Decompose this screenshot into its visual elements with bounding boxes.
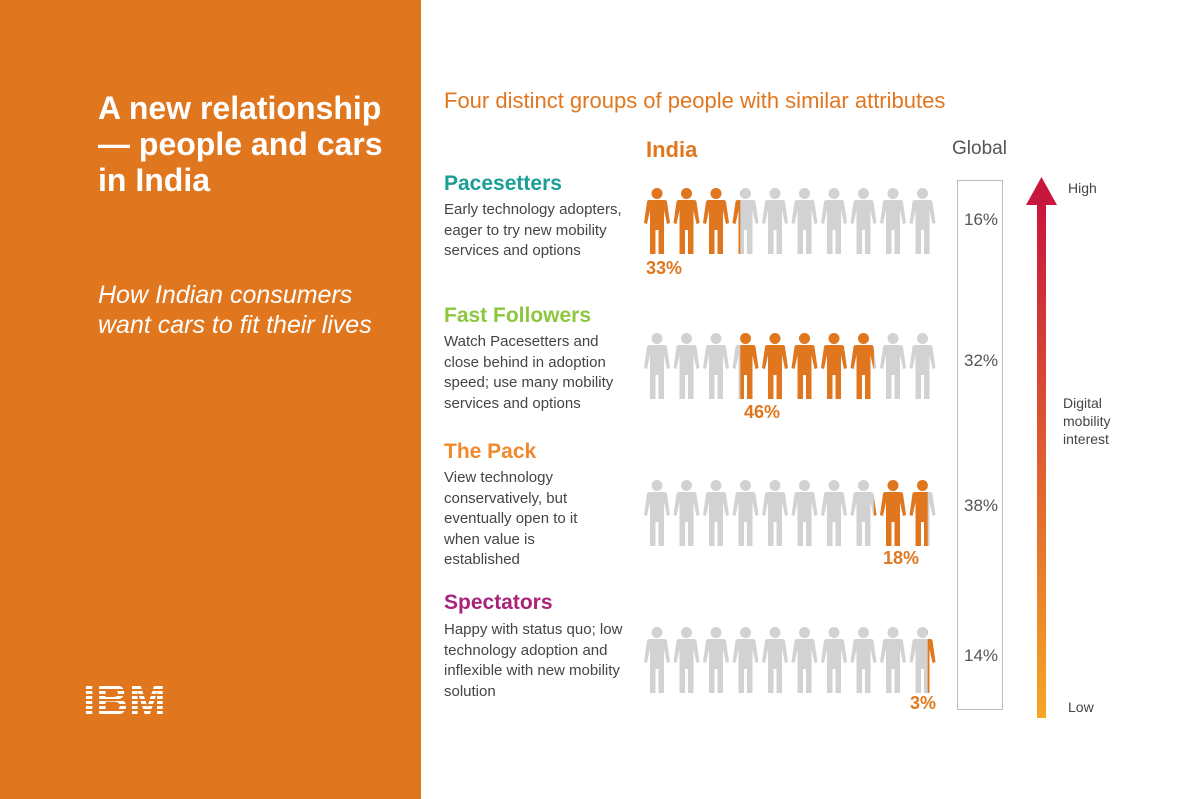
person-icon-2-6	[791, 333, 818, 399]
arrow-head	[1026, 177, 1057, 205]
segment-name-fast-followers: Fast Followers	[444, 304, 592, 327]
axis-low-label: Low	[1068, 699, 1094, 715]
global-column-box	[957, 180, 1003, 710]
global-pct-the-pack: 38%	[964, 496, 999, 515]
india-pct-spectators: 3%	[910, 693, 937, 713]
segment-desc-the-pack: View technology conservatively, but even…	[444, 469, 578, 568]
segment-desc-fast-followers: Watch Pacesetters and close behind in ad…	[444, 333, 614, 412]
person-icon-1-5	[762, 188, 788, 254]
segment-name-spectators: Spectators	[444, 591, 553, 614]
person-icon-3-9	[880, 480, 906, 546]
person-icon-1-7	[821, 188, 847, 254]
person-icon-1-3	[703, 188, 729, 254]
person-icon-1-10	[909, 188, 936, 254]
person-icon-4-8	[850, 627, 877, 693]
india-pct-pacesetters: 33%	[646, 258, 683, 278]
global-pct-pacesetters: 16%	[964, 210, 999, 229]
india-pct-fast-followers: 46%	[744, 402, 781, 422]
person-icon-3-1	[644, 480, 670, 546]
person-icon-3-8	[850, 480, 877, 546]
global-pct-spectators: 14%	[964, 646, 999, 665]
person-icon-2-5	[762, 333, 788, 399]
person-icon-4-7	[821, 627, 847, 693]
segment-name-pacesetters: Pacesetters	[444, 172, 562, 195]
page-title: A new relationship — people and cars in …	[98, 90, 383, 198]
person-icon-1-8	[850, 188, 877, 254]
segment-name-the-pack: The Pack	[444, 440, 537, 463]
interest-arrow	[1026, 177, 1057, 718]
person-icon-3-5	[762, 480, 788, 546]
person-icon-4-6	[791, 627, 818, 693]
person-icon-4-9	[880, 627, 906, 693]
person-icon-1-2	[673, 188, 700, 254]
person-icon-4-3	[703, 627, 729, 693]
person-icon-2-4	[732, 333, 759, 399]
pictograph-icons	[644, 188, 936, 693]
india-column-header: India	[646, 137, 698, 162]
axis-high-label: High	[1068, 180, 1097, 196]
logo-text: IBM	[83, 676, 167, 725]
person-icon-2-7	[821, 333, 847, 399]
person-icon-1-6	[791, 188, 818, 254]
person-icon-3-6	[791, 480, 818, 546]
person-icon-1-1	[644, 188, 670, 254]
person-icon-2-2	[673, 333, 700, 399]
ibm-logo: IBM	[83, 679, 193, 723]
global-column-header: Global	[952, 138, 1007, 159]
person-icon-1-9	[880, 188, 906, 254]
page-subtitle: How Indian consumers want cars to fit th…	[98, 281, 372, 339]
person-icon-2-10	[909, 333, 936, 399]
person-icon-4-2	[673, 627, 700, 693]
chart-title: Four distinct groups of people with simi…	[444, 88, 946, 113]
left-panel: A new relationship — people and cars in …	[0, 0, 421, 799]
person-icon-2-1	[644, 333, 670, 399]
person-icon-4-5	[762, 627, 788, 693]
global-pct-fast-followers: 32%	[964, 351, 999, 370]
person-icon-1-4	[732, 188, 759, 254]
india-pct-the-pack: 18%	[883, 548, 920, 568]
axis-title-label: Digital mobility interest	[1063, 395, 1111, 447]
person-icon-4-4	[732, 627, 759, 693]
segment-desc-pacesetters: Early technology adopters, eager to try …	[444, 201, 622, 259]
person-icon-2-9	[880, 333, 906, 399]
person-icon-3-2	[673, 480, 700, 546]
segment-desc-spectators: Happy with status quo; low technology ad…	[444, 621, 623, 700]
person-icon-4-10	[909, 627, 936, 693]
person-icon-4-1	[644, 627, 670, 693]
person-icon-2-3	[703, 333, 729, 399]
person-icon-3-10	[909, 480, 936, 546]
arrow-shaft	[1037, 203, 1046, 718]
person-icon-3-3	[703, 480, 729, 546]
person-icon-3-4	[732, 480, 759, 546]
person-icon-2-8	[850, 333, 877, 399]
person-icon-3-7	[821, 480, 847, 546]
